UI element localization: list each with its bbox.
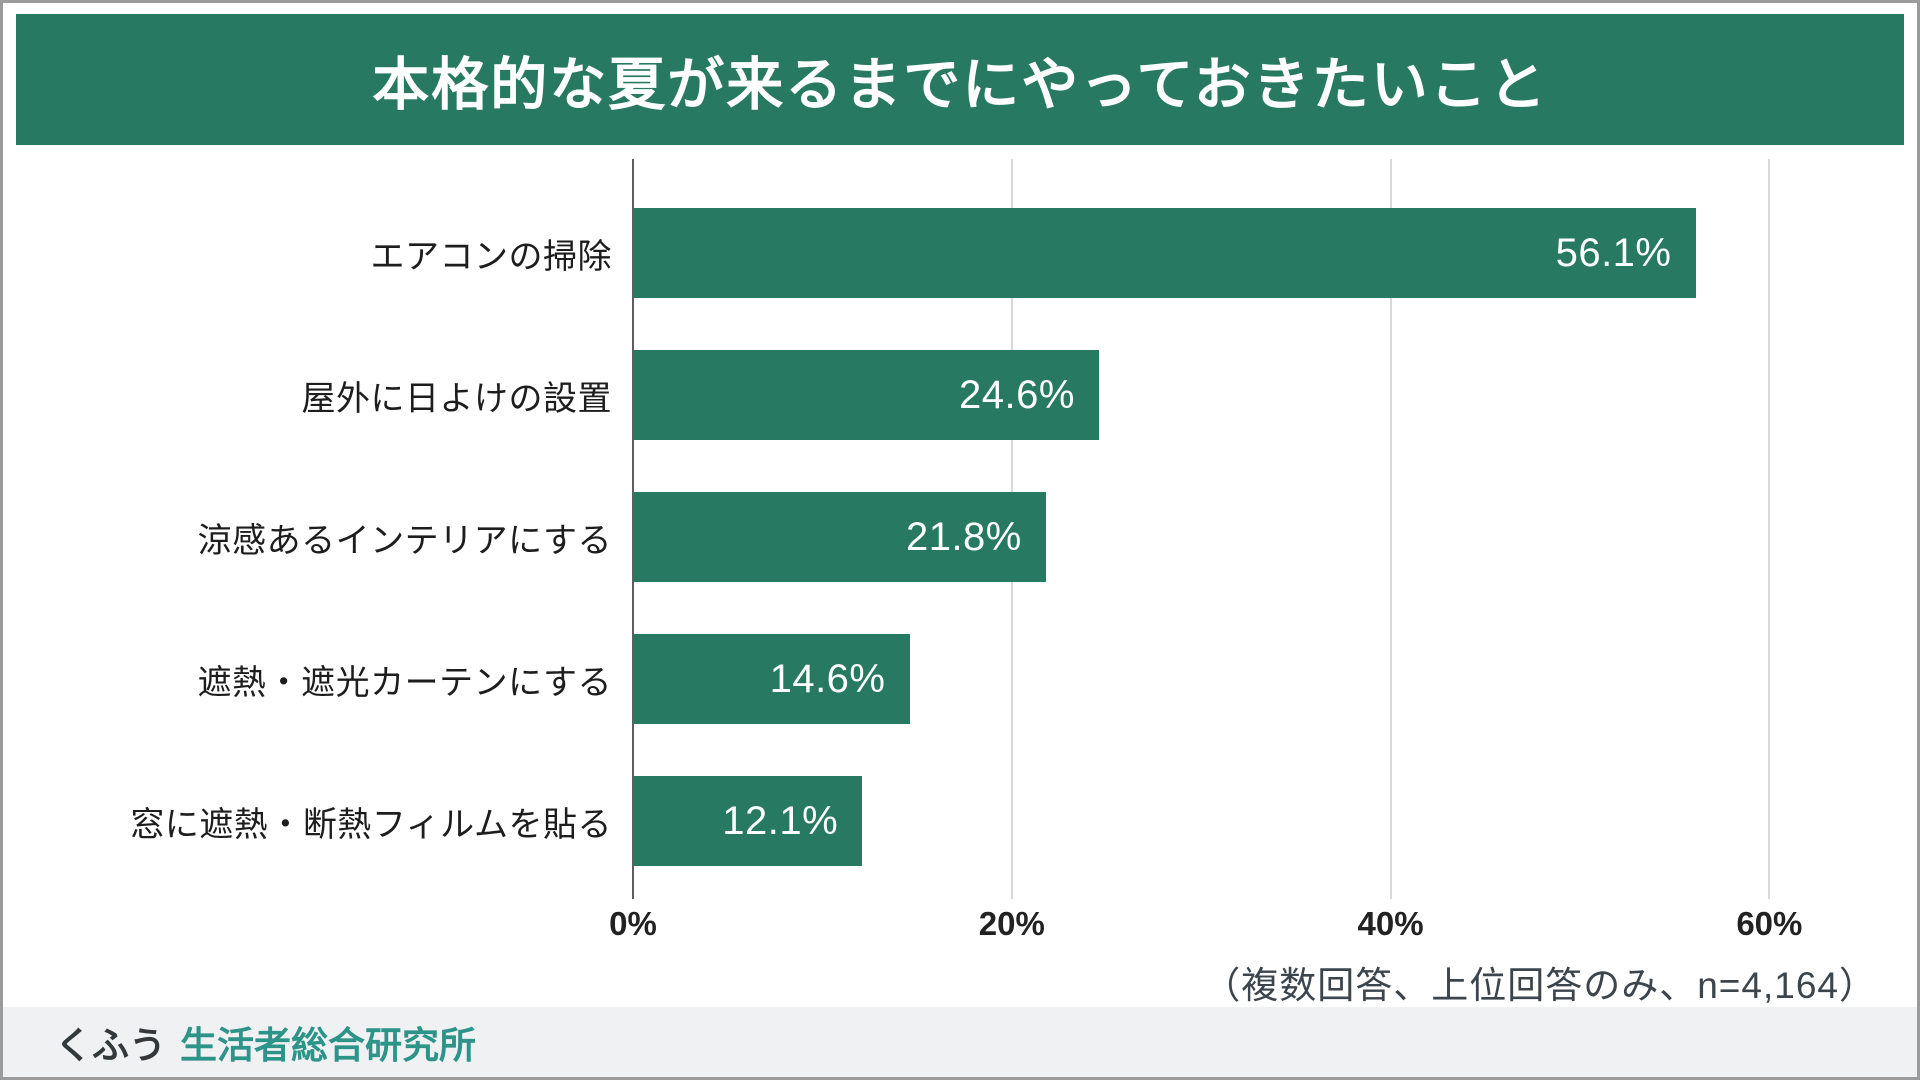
bar: 24.6%	[633, 350, 1099, 440]
bar: 21.8%	[633, 492, 1046, 582]
bar: 56.1%	[633, 208, 1696, 298]
bar-row: 屋外に日よけの設置 24.6%	[3, 350, 1883, 440]
category-label: 窓に遮熱・断熱フィルムを貼る	[130, 805, 612, 844]
bar: 14.6%	[633, 634, 910, 724]
survey-note: （複数回答、上位回答のみ、n=4,164）	[1203, 965, 1877, 1006]
bar-track: 12.1%	[633, 776, 1883, 866]
title-banner: 本格的な夏が来るまでにやっておきたいこと	[16, 14, 1904, 145]
bar-track: 14.6%	[633, 634, 1883, 724]
page-title: 本格的な夏が来るまでにやっておきたいこと	[372, 52, 1548, 117]
footer-brand-name: 生活者総合研究所	[180, 1025, 476, 1066]
x-tick-label: 20%	[978, 905, 1045, 942]
x-tick-label: 0%	[609, 905, 657, 942]
x-tick-label: 40%	[1357, 905, 1424, 942]
footer-bar: くふう 生活者総合研究所	[3, 1007, 1917, 1077]
gridline	[1768, 159, 1771, 899]
footer-brand-prefix: くふう	[55, 1025, 166, 1066]
bar-value-label: 24.6%	[958, 372, 1075, 417]
bar-chart: エアコンの掃除 56.1% 屋外に日よけの設置 24.6% 涼感あるインテリアにする 21…	[3, 159, 1883, 899]
bar-row: 涼感あるインテリアにする 21.8%	[3, 492, 1883, 582]
category-label: 屋外に日よけの設置	[301, 379, 612, 418]
bar: 12.1%	[633, 776, 863, 866]
bar-track: 21.8%	[633, 492, 1883, 582]
category-label: 遮熱・遮光カーテンにする	[197, 663, 612, 702]
bar-value-label: 21.8%	[905, 514, 1022, 559]
bar-row: エアコンの掃除 56.1%	[3, 208, 1883, 298]
bar-row: 遮熱・遮光カーテンにする 14.6%	[3, 634, 1883, 724]
gridline	[1389, 159, 1392, 899]
bar-value-label: 12.1%	[722, 798, 839, 843]
bar-value-label: 56.1%	[1555, 230, 1672, 275]
bar-row: 窓に遮熱・断熱フィルムを貼る 12.1%	[3, 776, 1883, 866]
category-label: 涼感あるインテリアにする	[197, 521, 612, 560]
x-tick-label: 60%	[1736, 905, 1803, 942]
category-label: エアコンの掃除	[370, 237, 612, 276]
bar-track: 56.1%	[633, 208, 1883, 298]
bar-value-label: 14.6%	[769, 656, 886, 701]
bar-track: 24.6%	[633, 350, 1883, 440]
